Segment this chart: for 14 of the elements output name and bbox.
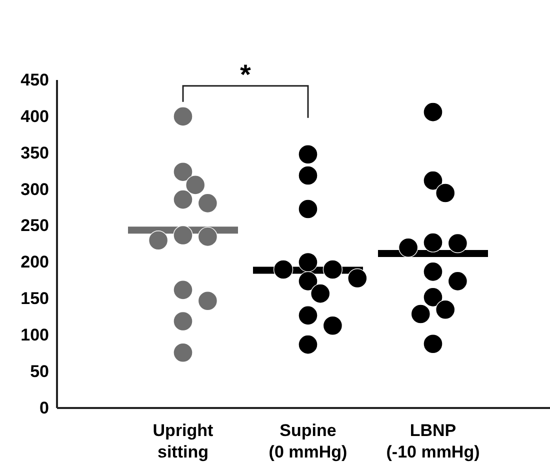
- y-tick-label: 150: [20, 289, 49, 308]
- y-tick-label: 50: [30, 362, 49, 381]
- y-tick-label: 250: [20, 216, 49, 236]
- annotation: *: [240, 58, 252, 90]
- y-tick-label: 350: [20, 143, 49, 162]
- y-tick-label: 300: [20, 180, 49, 199]
- y-tick-label: 200: [20, 252, 49, 272]
- x-tick-label: Supine (0 mmHg): [268, 421, 348, 462]
- x-tick-label: Upright sitting: [152, 421, 214, 462]
- y-tick-label: 450: [20, 70, 49, 90]
- y-tick-label: 0: [40, 398, 49, 418]
- y-tick-label: 400: [20, 106, 49, 126]
- x-tick-label: LBNP (-10 mmHg): [386, 421, 480, 462]
- y-tick-label: 100: [20, 326, 49, 345]
